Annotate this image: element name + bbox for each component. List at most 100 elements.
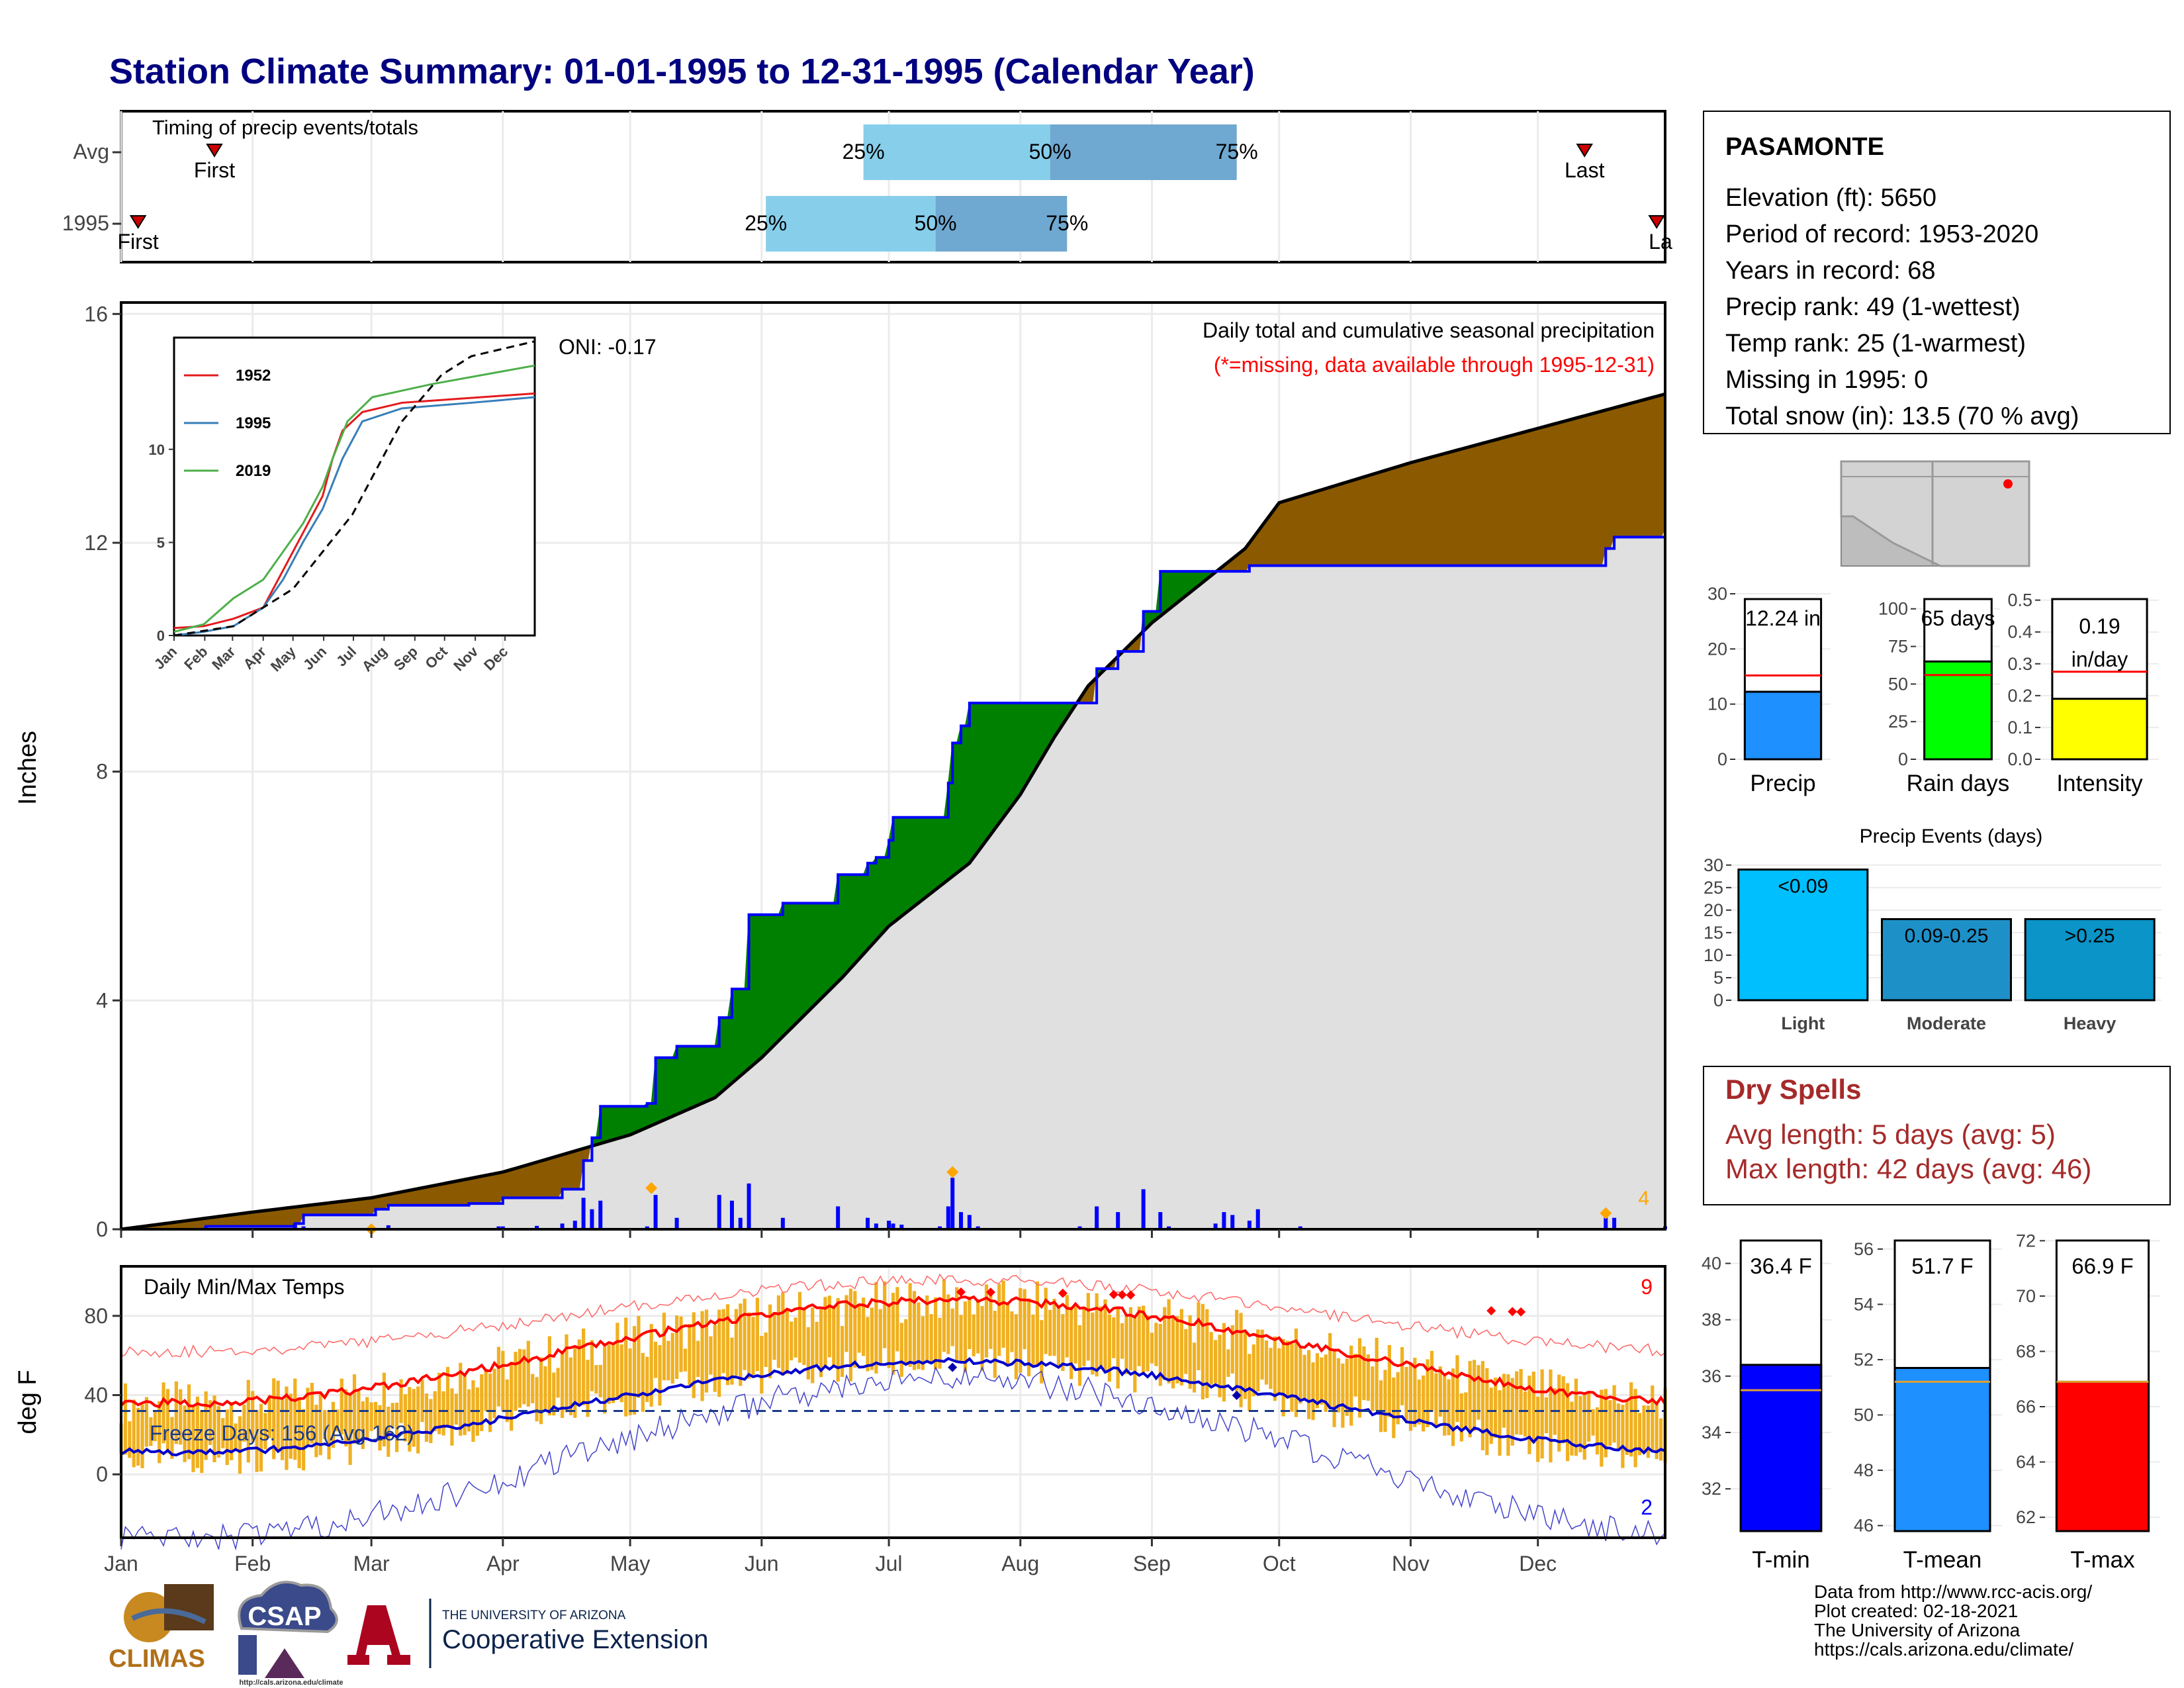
daily-temp-bar <box>963 1301 968 1373</box>
daily-temp-bar <box>1014 1314 1018 1380</box>
daily-precip-bar <box>976 1226 980 1229</box>
daily-temp-bar <box>670 1333 674 1384</box>
cumulative-difference-band <box>430 1185 435 1206</box>
daily-temp-bar <box>1311 1362 1315 1421</box>
daily-temp-bar <box>501 1350 505 1412</box>
cumulative-difference-band <box>1588 413 1594 567</box>
daily-precip-bar <box>535 1225 539 1229</box>
daily-temp-bar <box>1536 1396 1540 1462</box>
daily-temp-bar <box>968 1296 972 1350</box>
daily-temp-bar <box>1485 1368 1489 1456</box>
event-bar-label: 0.09-0.25 <box>1905 925 1989 947</box>
daily-temp-bar <box>1574 1378 1578 1456</box>
station-info-line: Total snow (in): 13.5 (70 % avg) <box>1725 402 2079 430</box>
cumulative-difference-band <box>867 863 872 951</box>
cumulative-difference-band <box>978 702 983 853</box>
cumulative-difference-band <box>413 1188 419 1206</box>
cumulative-difference-band <box>1376 471 1382 567</box>
cumulative-difference-band <box>541 1159 546 1198</box>
daily-temp-bar <box>1438 1366 1442 1417</box>
daily-temp-bar <box>1077 1325 1082 1386</box>
daily-temp-bar <box>387 1406 390 1457</box>
summary-y-tick-label: 30 <box>1707 584 1727 604</box>
daily-temp-bar <box>1035 1281 1040 1366</box>
station-info-line: Temp rank: 25 (1-warmest) <box>1725 330 2026 357</box>
climas-logo: CLIMAS <box>109 1584 214 1673</box>
cumulative-difference-band <box>1304 493 1310 567</box>
cumulative-difference-band <box>1448 451 1454 567</box>
temp-summary-y-tick-label: 66 <box>2016 1397 2036 1417</box>
daily-temp-bar <box>467 1389 471 1432</box>
cumulative-difference-band <box>680 1045 686 1113</box>
daily-temp-bar <box>1099 1306 1103 1369</box>
daily-temp-bar <box>1167 1299 1171 1383</box>
cumulative-difference-band <box>1439 453 1445 567</box>
cumulative-difference-band <box>443 1182 449 1206</box>
daily-temp-bar <box>510 1361 514 1431</box>
daily-precip-bar <box>204 1226 208 1229</box>
cumulative-difference-band <box>1469 445 1475 567</box>
cumulative-difference-band <box>261 1210 266 1227</box>
freeze-label: Freeze Days: 156 (Avg 162) <box>150 1421 414 1445</box>
daily-temp-bar <box>1061 1314 1065 1372</box>
summary-bar <box>1923 660 1993 761</box>
temp-summary-y-tick-label: 40 <box>1702 1254 1721 1274</box>
cumulative-difference-band <box>490 1173 495 1204</box>
daily-precip-bar <box>301 1226 306 1229</box>
daily-temp-bar <box>1328 1333 1332 1409</box>
daily-temp-bar <box>1472 1360 1477 1431</box>
daily-temp-bar <box>170 1417 174 1459</box>
daily-temp-bar <box>806 1327 810 1380</box>
daily-precip-bar <box>1255 1209 1260 1229</box>
daily-temp-bar <box>1175 1316 1179 1383</box>
daily-temp-bar <box>1396 1372 1400 1425</box>
inset-y-tick-label: 10 <box>149 442 165 458</box>
daily-temp-bar <box>1197 1302 1201 1370</box>
daily-temp-bar <box>547 1336 551 1416</box>
daily-temp-bar <box>1392 1377 1396 1438</box>
cumulative-difference-band <box>1444 451 1449 567</box>
cumulative-difference-band <box>349 1199 355 1215</box>
cumulative-difference-band <box>986 702 991 841</box>
daily-precip-bar <box>899 1225 904 1229</box>
event-category-label: Light <box>1781 1013 1825 1033</box>
daily-temp-bar <box>242 1405 246 1442</box>
temp-summary-value-label: 36.4 F <box>1750 1254 1812 1278</box>
daily-temp-bar <box>420 1380 424 1423</box>
event-bar <box>1737 868 1869 1002</box>
daily-temp-bar <box>272 1378 276 1460</box>
daily-temp-bar <box>768 1304 772 1378</box>
temp-summary-y-tick-label: 56 <box>1854 1239 1874 1259</box>
cumulative-difference-band <box>1537 426 1543 567</box>
temp-summary-bar <box>2055 1380 2150 1532</box>
orange-marker <box>1600 1207 1612 1219</box>
daily-precip-bar <box>938 1226 942 1229</box>
cumulative-difference-band <box>1639 399 1645 538</box>
cumulative-difference-band <box>617 1105 622 1139</box>
daily-temp-bar <box>1527 1376 1531 1454</box>
avg-tmin-line <box>120 1357 1666 1457</box>
timing-label: Timing of precip events/totals <box>152 116 418 139</box>
cumulative-difference-band <box>451 1180 457 1206</box>
daily-temp-bar <box>1192 1342 1197 1393</box>
daily-temp-bar <box>1171 1317 1175 1389</box>
daily-temp-bar <box>263 1413 267 1450</box>
cumulative-difference-band <box>1028 702 1034 782</box>
daily-temp-bar <box>1379 1380 1383 1432</box>
daily-temp-bar <box>1086 1293 1090 1361</box>
daily-temp-bar <box>539 1357 543 1425</box>
cumulative-difference-band <box>464 1178 470 1206</box>
cumulative-difference-band <box>265 1209 270 1227</box>
inset-legend-label: 1952 <box>236 367 271 385</box>
quartile-bar-upper <box>1050 124 1237 180</box>
summary-bar <box>2051 698 2148 761</box>
record-high-marker <box>985 1288 995 1297</box>
daily-temp-bar <box>790 1321 794 1361</box>
summary-category-label: Rain days <box>1907 771 2010 796</box>
cumulative-difference-band <box>1490 439 1496 567</box>
daily-temp-bar <box>1056 1305 1061 1366</box>
cumulative-difference-band <box>502 1170 508 1198</box>
summary-y-tick-label: 50 <box>1888 674 1908 694</box>
daily-temp-bar <box>267 1396 271 1438</box>
daily-precip-bar <box>887 1221 891 1229</box>
